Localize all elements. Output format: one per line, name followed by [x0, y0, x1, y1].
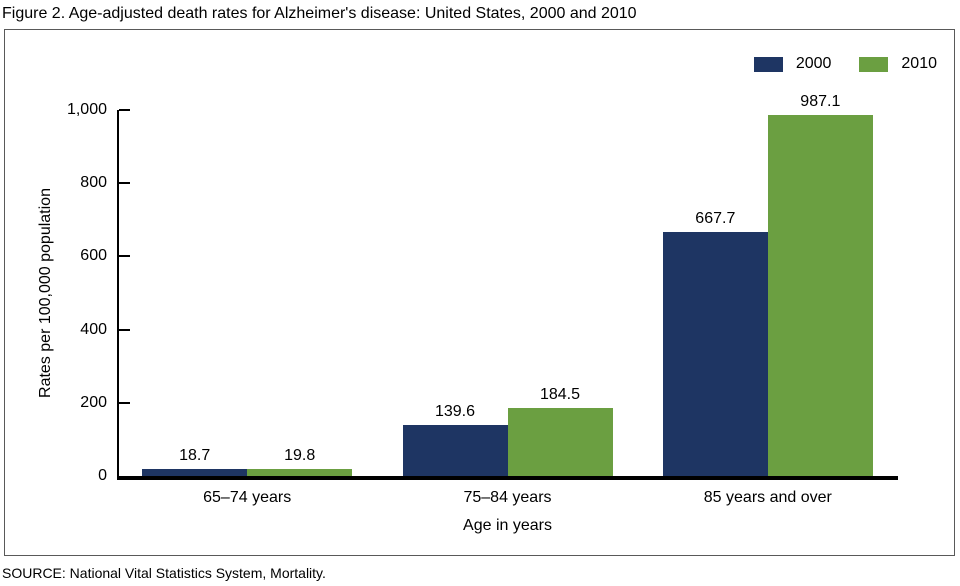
legend-label-2010: 2010	[901, 55, 937, 72]
legend-swatch-2010	[859, 56, 889, 72]
y-tick	[119, 182, 130, 185]
legend-item-2010: 2010	[859, 55, 937, 73]
legend: 2000 2010	[726, 55, 937, 73]
y-axis-title: Rates per 100,000 population	[37, 188, 54, 398]
value-label-2010-group3: 987.1	[800, 93, 841, 110]
y-tick-label: 0	[98, 467, 107, 484]
value-label-2010-group2: 184.5	[539, 386, 581, 403]
bar-2000-group1	[142, 469, 248, 476]
chart-title: Figure 2. Age-adjusted death rates for A…	[2, 5, 637, 22]
y-tick-label: 1,000	[66, 101, 107, 118]
value-label-2000-group2: 139.6	[434, 403, 476, 420]
source-note: SOURCE: National Vital Statistics System…	[2, 565, 326, 581]
y-tick-label: 400	[80, 320, 107, 338]
y-tick	[119, 255, 130, 258]
plot-area: Age in years 0 200 400 600 800 1,000 18.7 19.8 6…	[67, 94, 898, 534]
x-axis-line	[117, 476, 898, 480]
y-tick	[119, 401, 130, 404]
y-tick-label: 200	[80, 393, 107, 411]
x-category-label: 65–74 years	[203, 489, 292, 506]
y-tick-label: 600	[80, 247, 107, 265]
chart-frame: 2000 2010 Rates per 100,000 population Ag…	[4, 29, 955, 556]
legend-label-2000: 2000	[795, 55, 832, 72]
bar-2000-group2	[402, 425, 508, 476]
y-axis-line	[117, 110, 119, 480]
x-category-label: 85 years and over	[703, 489, 832, 506]
bar-2000-group3	[662, 232, 768, 476]
y-tick	[119, 328, 130, 331]
bar-2010-group3	[767, 115, 873, 476]
bar-2010-group1	[247, 469, 353, 476]
legend-swatch-2000	[753, 56, 783, 72]
x-category-label: 75–84 years	[463, 489, 552, 506]
y-tick	[119, 109, 130, 111]
value-label-2010-group1: 19.8	[284, 447, 316, 464]
value-label-2000-group3: 667.7	[695, 210, 736, 227]
value-label-2000-group1: 18.7	[179, 447, 211, 464]
y-tick-label: 800	[80, 174, 107, 192]
legend-item-2000: 2000	[753, 55, 832, 73]
x-axis-title: Age in years	[463, 517, 552, 534]
bar-2010-group2	[507, 408, 613, 476]
